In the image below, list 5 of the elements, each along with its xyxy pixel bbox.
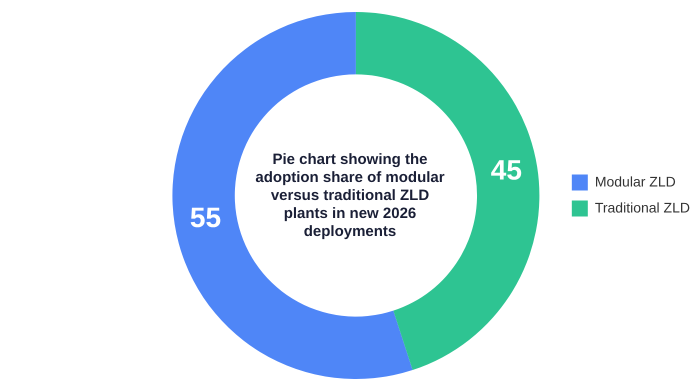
data-label: 55 — [190, 202, 222, 234]
legend-label: Traditional ZLD — [594, 199, 690, 216]
text: Pie chart showing the adoption share of modular versus traditional ZLD plants in new 2026 deployments — [255, 151, 445, 241]
data-label: 45 — [490, 154, 522, 186]
legend-label: Modular ZLD — [594, 173, 676, 190]
